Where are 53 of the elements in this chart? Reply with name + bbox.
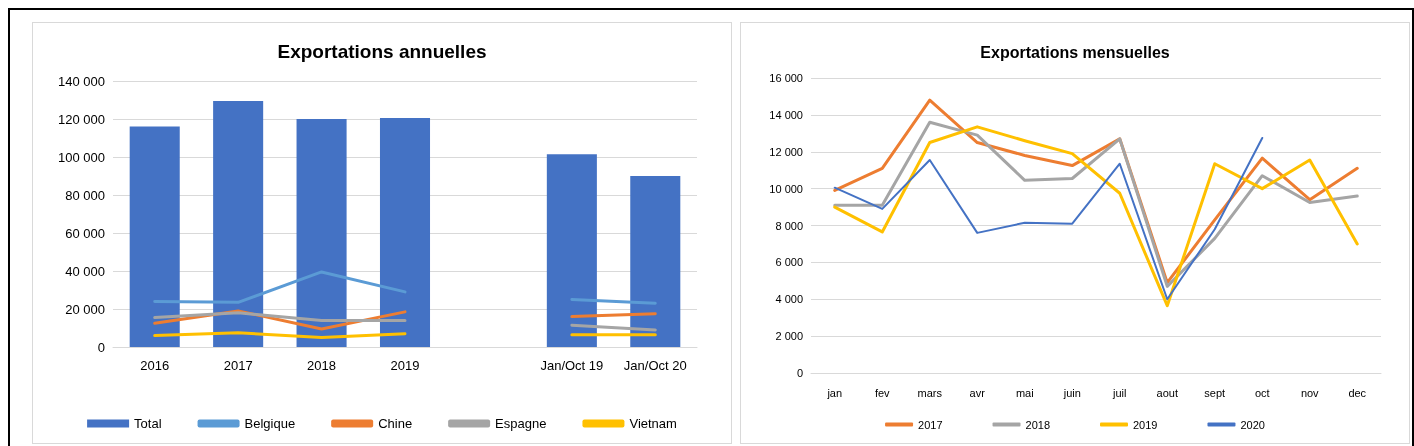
legend-label: 2018 [1025, 418, 1051, 431]
y-tick-label: 6 000 [775, 256, 803, 269]
y-tick-label: 100 000 [58, 149, 105, 165]
x-tick-label: oct [1254, 386, 1270, 399]
x-tick-label: jan [826, 386, 843, 399]
legend-label: 2020 [1240, 418, 1265, 431]
y-tick-label: 60 000 [65, 225, 105, 241]
y-tick-label: 120 000 [58, 111, 105, 127]
chart-title: Exportations annuelles [277, 41, 487, 62]
x-tick-label: nov [1300, 386, 1320, 399]
x-tick-label: 2017 [223, 358, 253, 373]
legend-label: 2017 [918, 418, 943, 431]
legend-label: Belgique [244, 416, 296, 431]
x-tick-label: fev [874, 386, 891, 399]
x-tick-label: avr [969, 386, 986, 399]
legend-label: Total [134, 416, 162, 431]
y-tick-label: 20 000 [65, 301, 105, 317]
bar [546, 154, 597, 347]
y-tick-label: 10 000 [769, 182, 803, 195]
x-tick-label: juin [1062, 386, 1081, 399]
legend-label: Vietnam [629, 416, 677, 431]
bar [379, 118, 431, 347]
y-tick-label: 16 000 [769, 72, 803, 84]
y-tick-label: 2 000 [775, 330, 803, 343]
x-tick-label: Jan/Oct 19 [540, 358, 604, 373]
x-tick-label: 2018 [307, 358, 337, 373]
y-tick-label: 80 000 [65, 187, 105, 203]
legend-label: Espagne [495, 416, 547, 431]
x-tick-label: Jan/Oct 20 [623, 358, 687, 373]
x-tick-label: juil [1112, 386, 1127, 399]
x-tick-label: 2019 [390, 358, 420, 373]
x-tick-label: sept [1204, 386, 1226, 399]
bar [129, 126, 180, 347]
bar [296, 119, 347, 347]
bar [630, 176, 681, 347]
x-tick-label: mai [1015, 386, 1034, 399]
y-tick-label: 140 000 [58, 73, 105, 89]
line-series [833, 136, 1264, 301]
x-tick-label: dec [1348, 386, 1367, 399]
y-tick-label: 4 000 [775, 293, 803, 306]
x-tick-label: aout [1156, 386, 1178, 399]
y-tick-label: 8 000 [775, 219, 803, 232]
y-tick-label: 0 [796, 367, 803, 379]
y-tick-label: 0 [97, 339, 105, 355]
y-tick-label: 12 000 [769, 145, 803, 158]
x-tick-label: 2016 [140, 358, 170, 373]
x-tick-label: mars [917, 386, 943, 399]
y-tick-label: 14 000 [769, 108, 803, 121]
bar [213, 100, 264, 347]
legend-label: 2019 [1133, 418, 1158, 431]
chart-title: Exportations mensuelles [980, 43, 1170, 61]
y-tick-label: 40 000 [65, 263, 105, 279]
legend-label: Chine [378, 416, 413, 431]
